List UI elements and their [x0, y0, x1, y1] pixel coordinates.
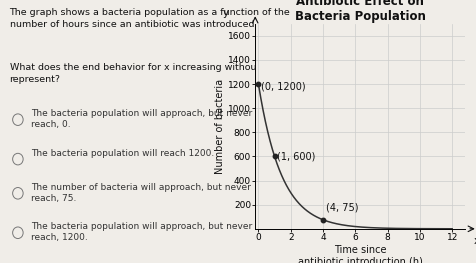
Text: (4, 75): (4, 75)	[326, 203, 358, 213]
Text: The bacteria population will approach, but never
reach, 1200.: The bacteria population will approach, b…	[31, 222, 252, 242]
Text: What does the end behavior for x increasing without bound
represent?: What does the end behavior for x increas…	[10, 63, 292, 84]
Text: (0, 1200): (0, 1200)	[260, 82, 305, 92]
Text: x: x	[473, 236, 476, 246]
Text: The number of bacteria will approach, but never
reach, 75.: The number of bacteria will approach, bu…	[31, 183, 250, 203]
Y-axis label: Number of bacteria: Number of bacteria	[215, 79, 225, 174]
Text: The bacteria population will approach, but never
reach, 0.: The bacteria population will approach, b…	[31, 109, 252, 129]
Text: y: y	[222, 8, 228, 18]
Text: The graph shows a bacteria population as a function of the
number of hours since: The graph shows a bacteria population as…	[10, 8, 290, 29]
Text: The bacteria population will reach 1200.: The bacteria population will reach 1200.	[31, 149, 214, 158]
Title: Antibiotic Effect on
Bacteria Population: Antibiotic Effect on Bacteria Population	[294, 0, 425, 23]
Text: (1, 600): (1, 600)	[277, 151, 315, 161]
X-axis label: Time since
antibiotic introduction (h): Time since antibiotic introduction (h)	[297, 245, 422, 263]
